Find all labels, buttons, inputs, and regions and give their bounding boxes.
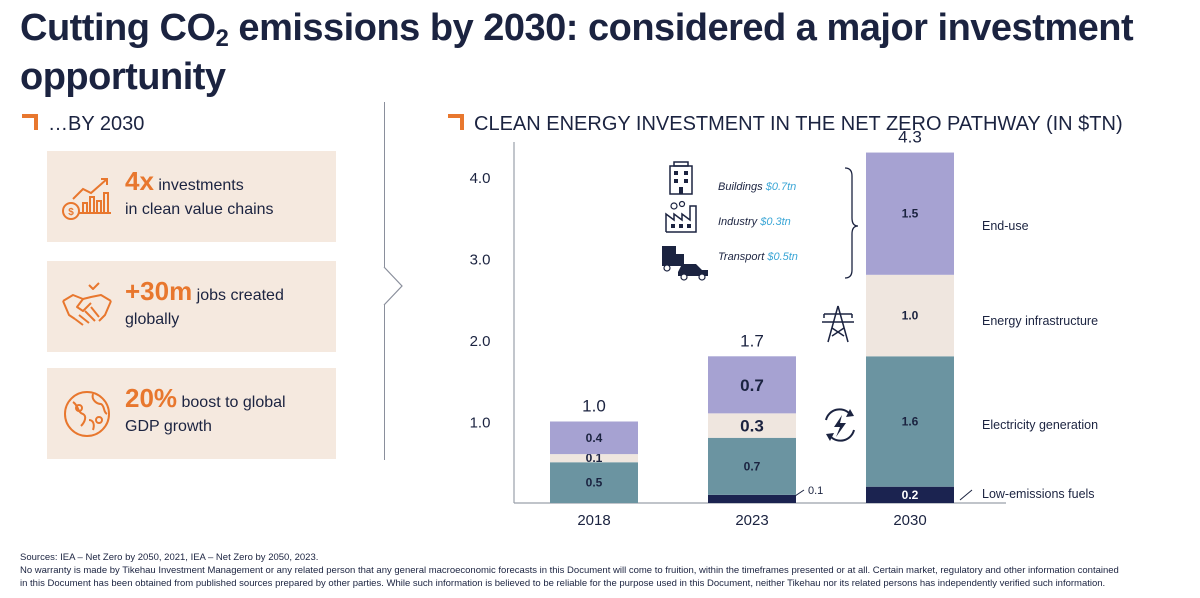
stacked-bar-chart: 1.02.03.04.0 0.50.10.40.70.30.70.21.61.0… <box>470 130 1099 529</box>
stat-card-gdp: 20% boost to global GDP growth <box>47 368 336 459</box>
bar-segment-2023-end-use <box>708 356 796 414</box>
legend-label: Energy infrastructure <box>982 314 1098 328</box>
title-text-line2: opportunity <box>20 56 226 98</box>
y-tick-label: 2.0 <box>470 333 491 350</box>
legend: Low-emissions fuels Electricity generatio… <box>982 219 1098 501</box>
building-icon <box>669 161 693 195</box>
data-label: 0.3 <box>740 417 764 436</box>
data-label: 0.7 <box>744 459 761 473</box>
svg-text:$: $ <box>68 207 74 218</box>
data-label: 1.6 <box>902 415 919 429</box>
bars-group: 0.5 0.1 0.4 0.7 0.3 0.7 0.2 1.6 1.0 1.5 <box>550 152 954 503</box>
chevron-right-icon <box>383 266 403 306</box>
breakdown-transport: Transport $0.5tn <box>718 251 798 263</box>
legend-label: End-use <box>982 219 1029 233</box>
stat-card-investments: $ 4x investments in clean value chains <box>47 151 336 242</box>
leader-line-legend <box>959 489 973 501</box>
data-label: 0.5 <box>586 476 603 490</box>
total-labels: 1.0 1.7 4.3 <box>582 130 922 416</box>
bar-segment-2023-energy-infrastructure <box>708 413 796 438</box>
x-tick-label: 2023 <box>735 512 768 529</box>
stat-label-line2: globally <box>125 311 180 328</box>
curly-brace <box>844 167 859 279</box>
bar-segment-2018-energy-infrastructure <box>550 454 638 463</box>
total-label: 1.7 <box>740 331 764 350</box>
sources-footnote: Sources: IEA – Net Zero by 2050, 2021, I… <box>20 551 1190 590</box>
title-subscript: 2 <box>215 25 229 52</box>
growth-chart-icon: $ <box>62 178 111 220</box>
data-label: 1.5 <box>902 207 919 221</box>
left-section-heading: …BY 2030 <box>22 113 144 136</box>
disclaimer-line: in this Document has been obtained from … <box>20 578 1106 589</box>
corner-marker-icon <box>22 114 38 130</box>
corner-marker-icon <box>448 114 464 130</box>
power-pylon-icon <box>822 305 854 343</box>
stat-text: 20% boost to global GDP growth <box>125 383 330 439</box>
sources-line: Sources: IEA – Net Zero by 2050, 2021, I… <box>20 552 319 563</box>
x-tick-label: 2018 <box>577 512 610 529</box>
chart-section-heading: CLEAN ENERGY INVESTMENT IN THE NET ZERO … <box>448 113 1123 136</box>
stat-label: boost to global <box>177 394 286 411</box>
bar-segment-2023-electricity-generation <box>708 437 796 495</box>
stat-label-line2: GDP growth <box>125 418 212 435</box>
stat-label: investments <box>153 177 244 194</box>
title-text-pre: Cutting CO <box>20 7 216 49</box>
enduse-breakdown: Buildings $0.7tn Industry $0.3tn Transpo… <box>662 161 859 281</box>
bar-segment-2023-low-emissions-fuels <box>708 494 796 503</box>
data-label: 0.7 <box>740 376 764 395</box>
data-label: 0.1 <box>586 451 603 465</box>
left-heading-text: …BY 2030 <box>48 113 145 135</box>
data-label-2023-low-emissions: 0.1 <box>808 485 823 497</box>
stat-text: 4x investments in clean value chains <box>125 166 330 222</box>
bar-segment-2018-end-use <box>550 421 638 455</box>
y-tick-label: 3.0 <box>470 252 491 269</box>
chart-heading-text: CLEAN ENERGY INVESTMENT IN THE NET ZERO … <box>474 113 1123 135</box>
globe-icon <box>64 391 110 437</box>
bar-segment-2018-electricity-generation <box>550 462 638 503</box>
disclaimer-line: No warranty is made by Tikehau Investmen… <box>20 565 1119 576</box>
bar-segment-2030-low-emissions-fuels <box>866 486 954 503</box>
factory-icon <box>665 200 697 233</box>
divider-line-top <box>384 102 385 267</box>
leader-line <box>794 489 805 497</box>
divider-line-bottom <box>384 305 385 460</box>
legend-label: Low-emissions fuels <box>982 487 1095 501</box>
x-tick-label: 2030 <box>893 512 926 529</box>
page-title: Cutting CO2 emissions by 2030: considere… <box>20 6 1180 99</box>
title-text-post: emissions by 2030: considered a major in… <box>228 7 1134 49</box>
stat-card-jobs: +30m jobs created globally <box>47 261 336 352</box>
total-label: 1.0 <box>582 397 606 416</box>
stat-value: +30m <box>125 276 193 306</box>
data-label: 0.4 <box>586 431 603 445</box>
total-label: 4.3 <box>898 130 922 147</box>
bar-segment-2030-electricity-generation <box>866 356 954 487</box>
truck-car-icon <box>662 246 708 281</box>
y-tick-label: 4.0 <box>470 170 491 187</box>
stat-label: jobs created <box>192 287 284 304</box>
stat-value: 4x <box>125 166 154 196</box>
data-label: 0.2 <box>902 488 919 502</box>
stat-text: +30m jobs created globally <box>125 276 330 332</box>
data-label: 1.0 <box>902 309 919 323</box>
legend-label: Electricity generation <box>982 418 1098 432</box>
bar-segment-2030-energy-infrastructure <box>866 274 954 357</box>
electricity-cycle-icon <box>825 408 855 442</box>
bar-segment-2030-end-use <box>866 152 954 275</box>
y-tick-label: 1.0 <box>470 415 491 432</box>
handshake-icon <box>62 282 112 326</box>
stat-value: 20% <box>125 383 178 413</box>
breakdown-buildings: Buildings $0.7tn <box>718 181 796 193</box>
stat-label-line2: in clean value chains <box>125 201 274 218</box>
x-tick-labels: 2018 2023 2030 <box>577 512 926 529</box>
breakdown-industry: Industry $0.3tn <box>718 216 791 228</box>
y-tick-labels: 1.0 2.0 3.0 4.0 <box>470 170 491 432</box>
